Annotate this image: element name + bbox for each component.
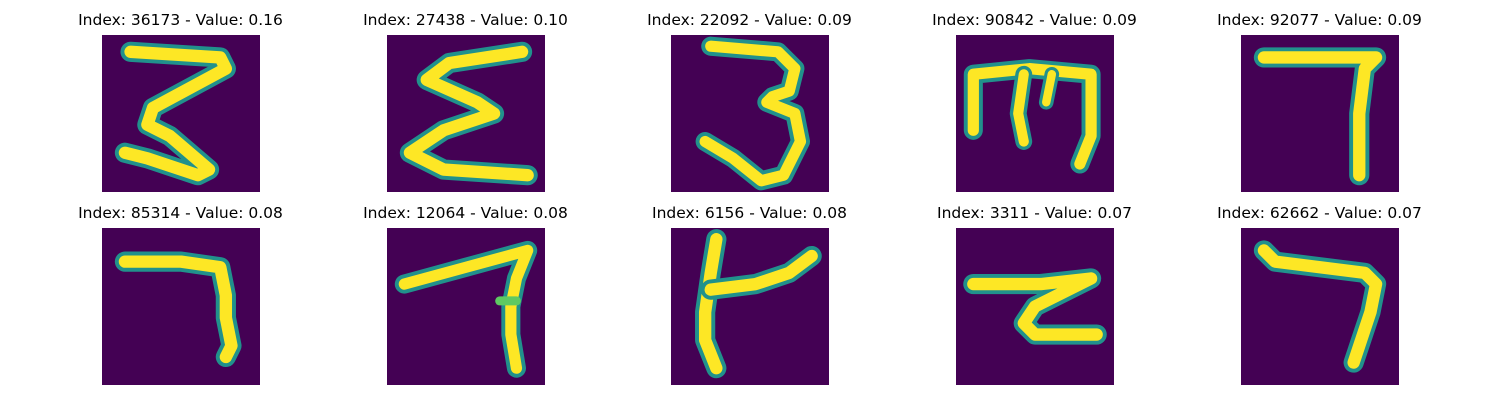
digit-image [102, 35, 260, 192]
panel-title: Index: 62662 - Value: 0.07 [1217, 204, 1422, 222]
panel-10: Index: 62662 - Value: 0.07 [1177, 193, 1462, 385]
digit-image [956, 228, 1114, 385]
panel-title: Index: 85314 - Value: 0.08 [78, 204, 283, 222]
digit-image [1241, 228, 1399, 385]
panel-9: Index: 3311 - Value: 0.07 [892, 193, 1177, 385]
panel-8: Index: 6156 - Value: 0.08 [607, 193, 892, 385]
m-shape-glyph [963, 59, 1101, 174]
panel-6: Index: 85314 - Value: 0.08 [38, 193, 323, 385]
panel-5: Index: 92077 - Value: 0.09 [1177, 0, 1462, 192]
digit-image [387, 228, 545, 385]
panel-title: Index: 92077 - Value: 0.09 [1217, 11, 1422, 29]
digit-image [387, 35, 545, 192]
seven-bent-shape-glyph [114, 251, 242, 368]
four-shape-glyph [394, 240, 538, 378]
panel-7: Index: 12064 - Value: 0.08 [323, 193, 608, 385]
panel-title: Index: 90842 - Value: 0.09 [932, 11, 1137, 29]
panel-title: Index: 6156 - Value: 0.08 [652, 204, 847, 222]
digit-image [956, 35, 1114, 192]
digit-image [1241, 35, 1399, 192]
panel-title: Index: 27438 - Value: 0.10 [363, 11, 568, 29]
z-hook-shape-glyph [963, 268, 1107, 345]
panel-title: Index: 12064 - Value: 0.08 [363, 204, 568, 222]
panel-title: Index: 3311 - Value: 0.07 [937, 204, 1132, 222]
panel-4: Index: 90842 - Value: 0.09 [892, 0, 1177, 192]
panel-1: Index: 36173 - Value: 0.16 [38, 0, 323, 192]
panel-title: Index: 22092 - Value: 0.09 [647, 11, 852, 29]
k-shape-glyph [695, 229, 822, 379]
digit-image [102, 228, 260, 385]
z-shape-glyph [114, 41, 236, 186]
panel-2: Index: 27438 - Value: 0.10 [323, 0, 608, 192]
panel-title: Index: 36173 - Value: 0.16 [78, 11, 283, 29]
sigma-shape-glyph [399, 41, 538, 186]
seven-shape-glyph [1253, 47, 1387, 186]
three-shape-glyph [695, 36, 810, 191]
digit-image [671, 35, 829, 192]
panel-3: Index: 22092 - Value: 0.09 [607, 0, 892, 192]
digit-image [671, 228, 829, 385]
seven-slant-shape-glyph [1253, 240, 1387, 373]
